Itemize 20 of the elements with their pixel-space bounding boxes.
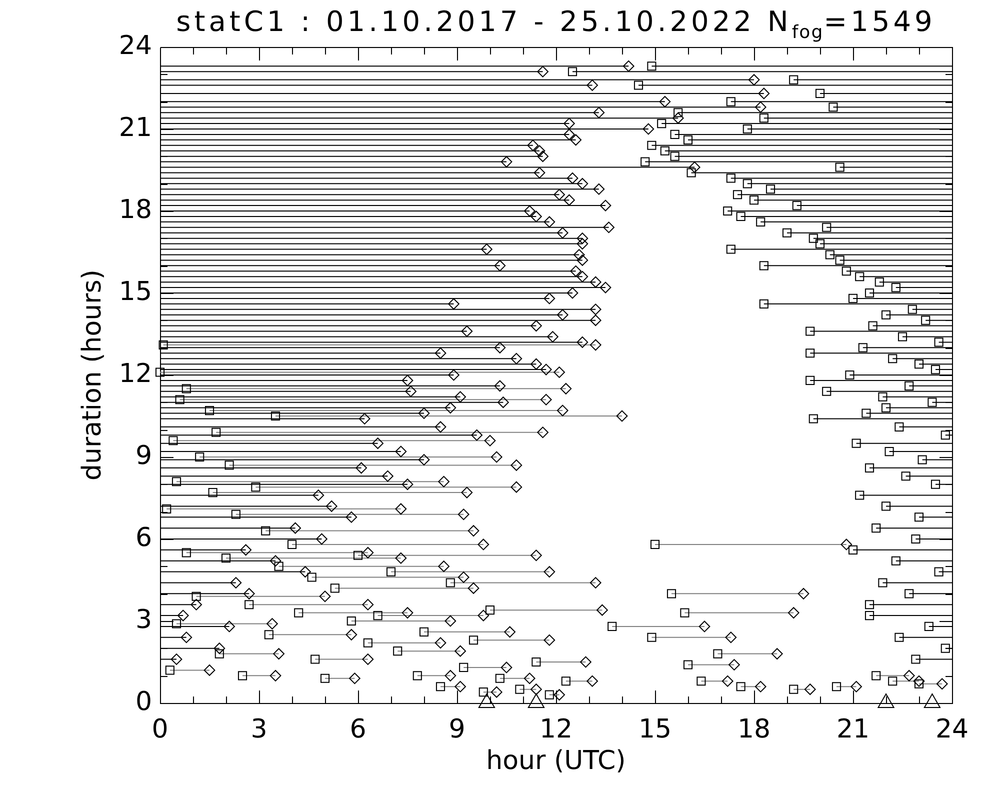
x-tick-label: 15 — [638, 714, 672, 744]
x-tick-label: 3 — [250, 714, 268, 744]
x-tick-label: 21 — [836, 714, 870, 744]
x-tick-label: 12 — [539, 714, 573, 744]
y-tick-label: 21 — [118, 112, 152, 143]
x-tick-label: 6 — [350, 714, 366, 744]
y-tick-label: 24 — [118, 30, 152, 61]
chart-title: statC1 : 01.10.2017 - 25.10.2022 N$_{fog}$=1549 — [176, 5, 936, 43]
x-axis-title: hour (UTC) — [486, 746, 626, 776]
y-tick-label: 9 — [135, 440, 152, 471]
y-tick-label: 0 — [135, 686, 152, 717]
x-tick-label: 24 — [935, 714, 969, 744]
x-tick-label: 9 — [448, 714, 466, 744]
y-tick-label: 6 — [135, 522, 152, 553]
y-tick-label: 15 — [118, 276, 152, 307]
y-tick-label: 18 — [118, 194, 152, 225]
y-tick-label: 3 — [135, 604, 152, 635]
x-tick-label: 18 — [737, 714, 771, 744]
y-tick-label: 12 — [118, 358, 152, 389]
y-axis-title: duration (hours) — [77, 269, 108, 481]
